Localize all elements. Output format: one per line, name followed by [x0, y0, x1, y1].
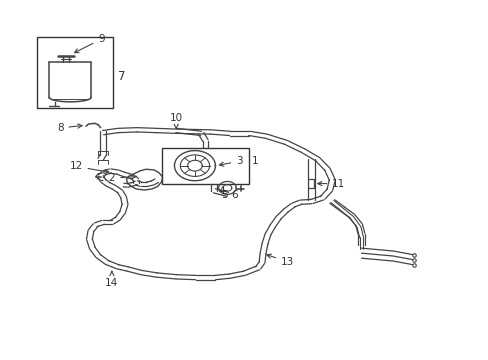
Text: 1: 1 — [251, 156, 258, 166]
Text: 7: 7 — [118, 69, 125, 82]
Text: 4: 4 — [218, 186, 225, 197]
Text: 6: 6 — [230, 190, 237, 200]
Text: 3: 3 — [219, 156, 243, 166]
Text: 10: 10 — [169, 113, 183, 129]
Text: 2: 2 — [108, 173, 135, 183]
Text: 5: 5 — [221, 190, 227, 200]
Bar — [37, 37, 113, 108]
Text: 9: 9 — [74, 34, 104, 53]
Text: 8: 8 — [57, 123, 82, 133]
Text: 13: 13 — [266, 254, 294, 267]
Text: 12: 12 — [69, 161, 109, 174]
Bar — [161, 148, 249, 184]
Text: 11: 11 — [317, 179, 345, 189]
Text: 14: 14 — [105, 271, 118, 288]
